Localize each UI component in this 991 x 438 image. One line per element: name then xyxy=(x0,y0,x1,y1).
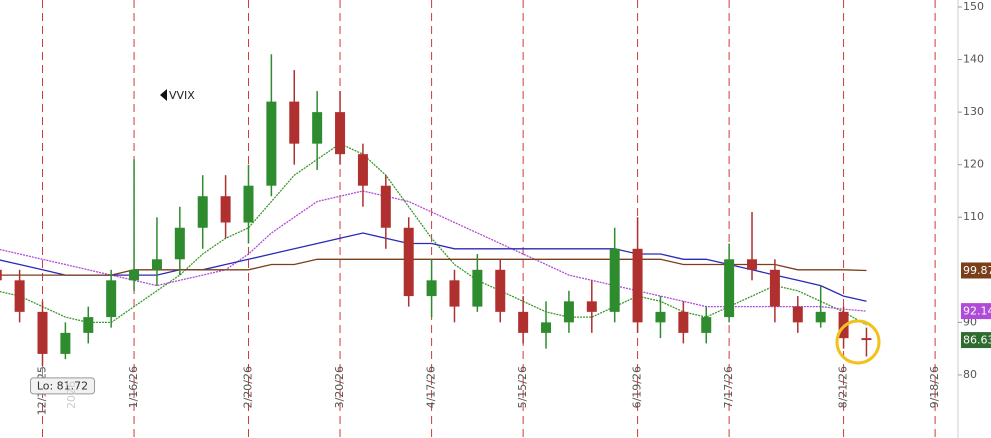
candle-body xyxy=(0,269,2,281)
x-tick-label: 5/15/26 xyxy=(516,366,529,408)
moving-average-line xyxy=(0,142,867,326)
candle-body xyxy=(495,269,506,312)
candle-body xyxy=(426,280,437,297)
low-label-box xyxy=(30,377,96,395)
x-tick-label: 9/18/26 xyxy=(928,366,941,408)
highlight-circle xyxy=(835,319,881,365)
x-tick-label: 3/20/26 xyxy=(333,366,346,408)
candle-body xyxy=(312,112,323,144)
candle-body xyxy=(701,317,712,333)
x-tick-label: 8/21/26 xyxy=(837,366,850,408)
candle-body xyxy=(151,259,162,270)
y-tick-label: 110 xyxy=(963,210,984,223)
y-tick-label: 150 xyxy=(963,0,984,13)
candle-body xyxy=(541,322,552,333)
candle-body xyxy=(655,311,666,323)
x-tick-label: 1/16/26 xyxy=(127,366,140,408)
candle-body xyxy=(586,301,597,312)
candles xyxy=(0,54,872,366)
last-value-box xyxy=(961,332,991,349)
candle-body xyxy=(632,248,643,323)
candle-body xyxy=(380,185,391,228)
candle-body xyxy=(243,185,254,223)
moving-average-line xyxy=(0,232,867,302)
x-tick-label: 2/20/26 xyxy=(241,366,254,408)
symbol-label: VVIX xyxy=(169,89,195,102)
candle-body xyxy=(60,332,71,354)
candle-body xyxy=(266,101,277,186)
y-tick-label: 130 xyxy=(963,105,984,118)
x-tick-label: 7/17/26 xyxy=(722,366,735,408)
candle-body xyxy=(472,269,483,307)
plot-area xyxy=(0,0,958,438)
candle-body xyxy=(129,269,140,281)
candle-body xyxy=(861,338,872,341)
low-label: Lo: 81.72 xyxy=(37,379,88,392)
moving-average-line xyxy=(0,190,867,312)
title-marker xyxy=(160,89,167,101)
candle-body xyxy=(563,301,574,323)
last-value-label: 92.14 xyxy=(963,305,991,318)
candle-body xyxy=(769,269,780,307)
candle-body xyxy=(197,196,208,228)
candle-body xyxy=(724,259,735,318)
candle-body xyxy=(815,311,826,323)
candle-body xyxy=(792,306,803,323)
candle-body xyxy=(335,112,346,155)
candle-body xyxy=(220,196,231,223)
last-value-box xyxy=(961,262,991,279)
candle-body xyxy=(449,280,460,307)
last-value-label: 86.63 xyxy=(963,334,991,347)
last-value-box xyxy=(961,303,991,320)
candle-body xyxy=(678,311,689,333)
candle-body xyxy=(83,317,94,333)
candle-body xyxy=(609,248,620,312)
y-tick-label: 140 xyxy=(963,53,984,66)
candle-body xyxy=(37,311,48,354)
candle-body xyxy=(106,280,117,318)
candle-body xyxy=(747,259,758,270)
candle-body xyxy=(289,101,300,144)
candle-body xyxy=(357,154,368,186)
labels: 809011012013014015012/19/251/16/262/20/2… xyxy=(30,0,991,415)
y-tick-label: 120 xyxy=(963,158,984,171)
y-tick-label: 80 xyxy=(963,368,977,381)
candle-body xyxy=(518,311,529,333)
grid xyxy=(42,0,962,438)
candle-body xyxy=(403,227,414,297)
last-value-label: 99.87 xyxy=(963,264,991,277)
x-tick-label: 4/17/26 xyxy=(425,366,438,408)
x-tick-label: 6/19/26 xyxy=(631,366,644,408)
candle-body xyxy=(174,227,185,260)
candle-body xyxy=(14,280,25,312)
year-annotation: 2026 xyxy=(65,381,78,409)
